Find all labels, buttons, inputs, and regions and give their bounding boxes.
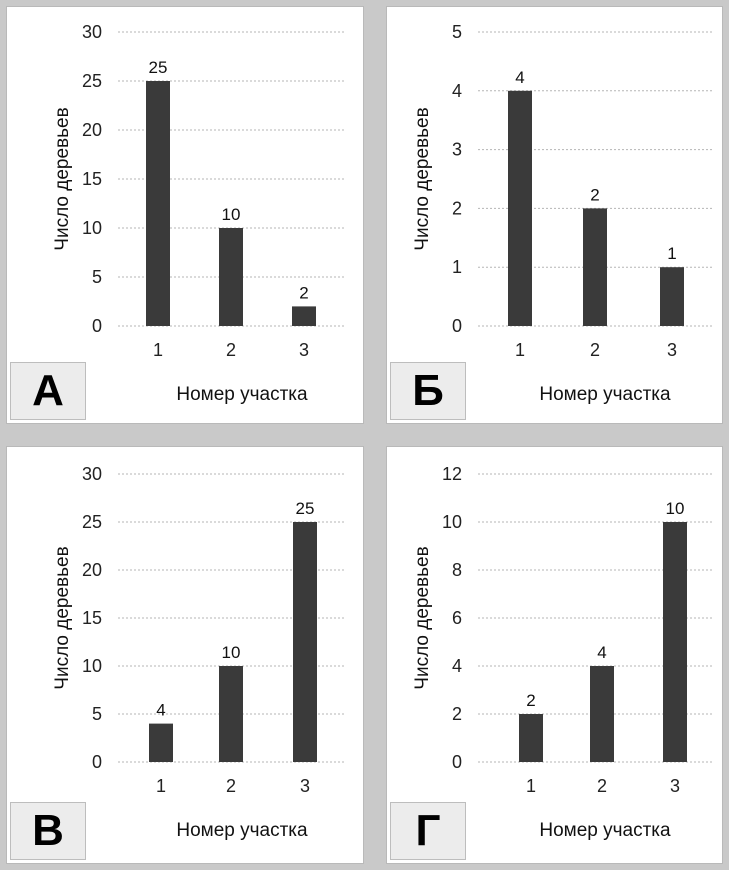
- x-tick-label: 2: [226, 340, 236, 360]
- y-tick-label: 8: [452, 560, 462, 580]
- y-tick-label: 15: [82, 608, 102, 628]
- x-axis-title: Номер участка: [176, 820, 308, 841]
- y-tick-label: 25: [82, 512, 102, 532]
- y-tick-label: 6: [452, 608, 462, 628]
- bar-chart-a: 0 5 10 15 20 25 30 25 1 10 2 2 3 Номер участка Число д…: [52, 22, 346, 405]
- chart-panel-b: 0 1 2 3 4 5 4 1 2 2 1 3 Номер участка Число деревьев …: [386, 6, 723, 424]
- data-label: 25: [296, 499, 315, 518]
- chart-panel-c: 0 5 10 15 20 25 30 4 1 10 2 25 3 Номер участка Число д…: [6, 446, 364, 864]
- bar: [146, 81, 170, 326]
- bar: [519, 714, 543, 762]
- x-tick-label: 1: [515, 340, 525, 360]
- x-axis-title: Номер участка: [176, 384, 308, 405]
- bar: [660, 267, 684, 326]
- y-tick-label: 2: [452, 198, 462, 218]
- y-tick-label: 20: [82, 120, 102, 140]
- y-tick-label: 10: [442, 512, 462, 532]
- bar-chart-c: 0 5 10 15 20 25 30 4 1 10 2 25 3 Номер участка Число д…: [52, 464, 346, 841]
- y-tick-label: 0: [452, 316, 462, 336]
- data-label: 2: [590, 185, 599, 204]
- x-tick-label: 1: [526, 776, 536, 796]
- x-tick-label: 2: [226, 776, 236, 796]
- y-tick-label: 5: [92, 267, 102, 287]
- bar-chart-d: 0 2 4 6 8 10 12 2 1 4 2 10 3 Номер участка Число дерев…: [412, 464, 712, 841]
- bar-chart-b: 0 1 2 3 4 5 4 1 2 2 1 3 Номер участка Число деревьев: [412, 22, 712, 405]
- data-label: 4: [597, 643, 606, 662]
- data-label: 10: [222, 643, 241, 662]
- data-label: 2: [299, 283, 308, 302]
- x-tick-label: 3: [667, 340, 677, 360]
- y-axis-title: Число деревьев: [52, 107, 73, 250]
- x-tick-label: 1: [156, 776, 166, 796]
- y-tick-label: 5: [92, 704, 102, 724]
- chart-panel-a: 0 5 10 15 20 25 30 25 1 10 2 2 3 Номер участка Число д…: [6, 6, 364, 424]
- y-tick-label: 15: [82, 169, 102, 189]
- y-tick-label: 3: [452, 140, 462, 160]
- data-label: 10: [222, 205, 241, 224]
- y-tick-label: 5: [452, 22, 462, 42]
- x-tick-label: 1: [153, 340, 163, 360]
- y-axis-title: Число деревьев: [412, 107, 433, 250]
- y-tick-label: 30: [82, 22, 102, 42]
- y-tick-label: 0: [452, 752, 462, 772]
- panel-label-a: А: [10, 362, 86, 420]
- panel-label-c: В: [10, 802, 86, 860]
- x-tick-label: 2: [597, 776, 607, 796]
- bar: [583, 208, 607, 326]
- x-tick-label: 2: [590, 340, 600, 360]
- bar: [293, 522, 317, 762]
- x-axis-title: Номер участка: [539, 820, 671, 841]
- x-tick-label: 3: [300, 776, 310, 796]
- bar: [663, 522, 687, 762]
- x-tick-label: 3: [299, 340, 309, 360]
- y-tick-label: 10: [82, 656, 102, 676]
- panel-label-b: Б: [390, 362, 466, 420]
- data-label: 4: [515, 68, 524, 87]
- data-label: 25: [149, 58, 168, 77]
- bar: [219, 666, 243, 762]
- y-tick-label: 0: [92, 752, 102, 772]
- y-tick-label: 10: [82, 218, 102, 238]
- y-axis-title: Число деревьев: [52, 546, 73, 689]
- bar: [508, 90, 532, 326]
- y-tick-label: 4: [452, 81, 462, 101]
- bar: [149, 723, 173, 762]
- y-tick-label: 0: [92, 316, 102, 336]
- data-label: 10: [666, 499, 685, 518]
- y-tick-label: 30: [82, 464, 102, 484]
- bar: [219, 228, 243, 326]
- y-tick-label: 25: [82, 71, 102, 91]
- data-label: 2: [526, 691, 535, 710]
- data-label: 1: [667, 244, 676, 263]
- y-tick-label: 1: [452, 257, 462, 277]
- x-tick-label: 3: [670, 776, 680, 796]
- chart-panel-d: 0 2 4 6 8 10 12 2 1 4 2 10 3 Номер участка Число дерев…: [386, 446, 723, 864]
- bar: [292, 306, 316, 326]
- bar: [590, 666, 614, 762]
- y-tick-label: 12: [442, 464, 462, 484]
- panel-label-d: Г: [390, 802, 466, 860]
- y-axis-title: Число деревьев: [412, 546, 433, 689]
- data-label: 4: [156, 701, 165, 720]
- y-tick-label: 20: [82, 560, 102, 580]
- y-tick-label: 4: [452, 656, 462, 676]
- x-axis-title: Номер участка: [539, 384, 671, 405]
- y-tick-label: 2: [452, 704, 462, 724]
